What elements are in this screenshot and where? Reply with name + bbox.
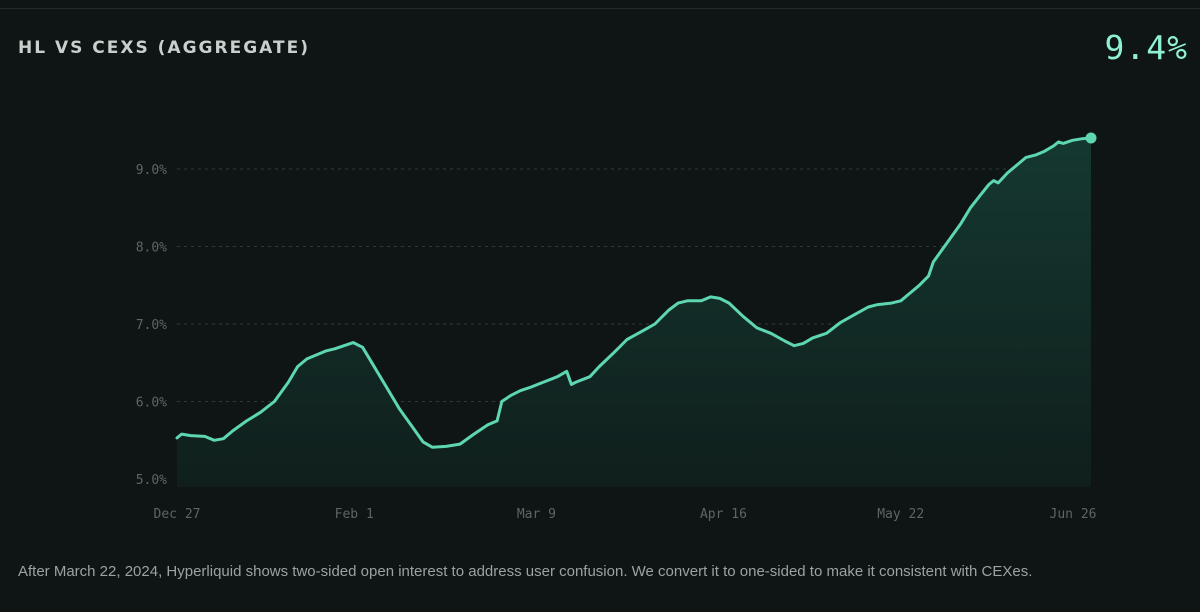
series-line	[175, 136, 1093, 449]
x-tick-label: Dec 27	[154, 507, 201, 522]
current-value: 9.4%	[1104, 28, 1188, 67]
x-tick-label: May 22	[877, 507, 924, 522]
y-tick-label: 9.0%	[136, 163, 167, 178]
y-tick-label: 8.0%	[136, 241, 167, 256]
x-tick-label: Mar 9	[517, 507, 556, 522]
y-tick-label: 5.0%	[136, 473, 167, 488]
top-divider	[0, 8, 1200, 9]
series-line-layer	[175, 132, 1097, 449]
area-fill-layer	[177, 138, 1091, 487]
area-fill	[177, 138, 1091, 487]
footnote: After March 22, 2024, Hyperliquid shows …	[18, 563, 1033, 580]
y-axis-ticks: 5.0% 6.0% 7.0% 8.0% 9.0%	[136, 163, 167, 488]
x-tick-label: Apr 16	[700, 507, 747, 522]
x-axis-ticks: Dec 27 Feb 1 Mar 9 Apr 16 May 22 Jun 26	[154, 507, 1097, 522]
chart-title: HL VS CEXS (AGGREGATE)	[18, 38, 310, 58]
y-tick-label: 7.0%	[136, 318, 167, 333]
latest-point-marker[interactable]	[1085, 132, 1097, 144]
y-tick-label: 6.0%	[136, 396, 167, 411]
x-tick-label: Jun 26	[1050, 507, 1097, 522]
x-tick-label: Feb 1	[335, 507, 374, 522]
